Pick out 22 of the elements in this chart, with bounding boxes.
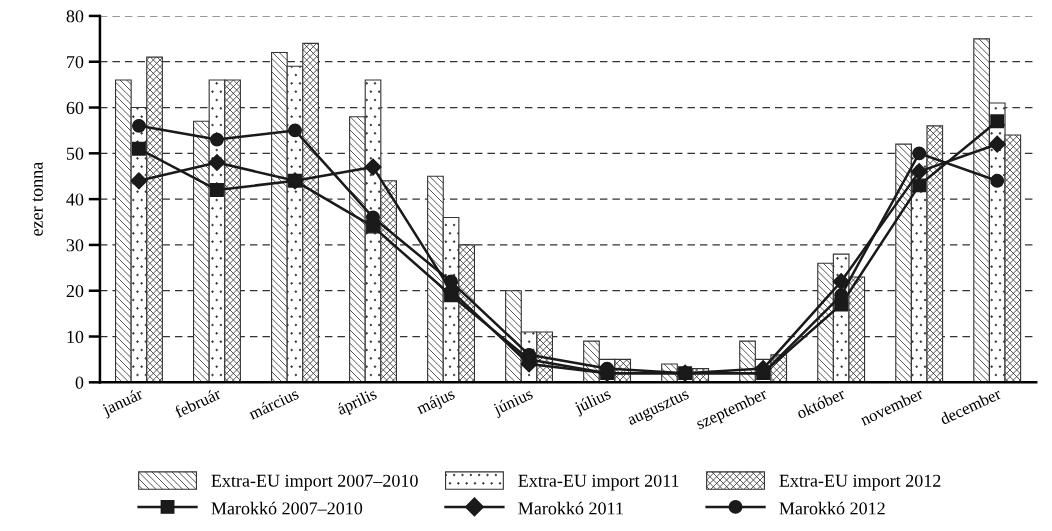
- y-tick-label: 0: [75, 376, 84, 389]
- legend-label: Extra-EU import 2012: [779, 474, 941, 491]
- y-tick-label: 80: [66, 10, 84, 23]
- legend-label: Extra-EU import 2011: [518, 474, 679, 491]
- y-tick-label: 40: [66, 193, 84, 206]
- x-tick-label: május: [415, 387, 457, 418]
- y-tick-label: 50: [66, 147, 84, 160]
- y-tick-label: 20: [66, 284, 84, 298]
- x-tick-label: június: [491, 387, 535, 419]
- x-tick-label: április: [335, 387, 379, 419]
- y-tick-label: 70: [67, 55, 84, 69]
- y-tick-label: 60: [66, 101, 84, 114]
- legend-label: Marokkó 2012: [779, 501, 885, 515]
- legend-label: Marokkó 2011: [518, 501, 623, 515]
- y-axis-title: ezer tonna: [32, 162, 43, 236]
- x-tick-label: február: [173, 387, 222, 418]
- y-tick-label: 10: [67, 330, 84, 343]
- x-tick-label: július: [573, 387, 613, 417]
- x-tick-label: október: [795, 387, 846, 420]
- legend-label: Extra-EU import 2007–2010: [211, 474, 418, 491]
- legend-label: Marokkó 2007–2010: [211, 501, 363, 515]
- y-tick-label: 30: [66, 239, 84, 252]
